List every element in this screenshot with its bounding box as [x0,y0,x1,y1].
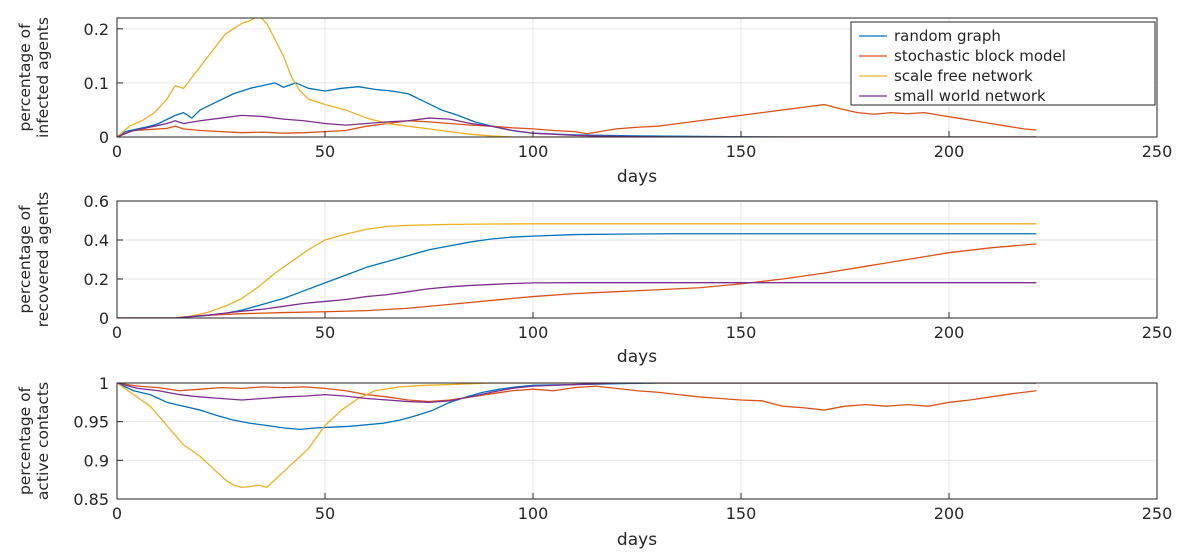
y-axis-label-line: infected agents [34,17,52,138]
x-tick-label: 100 [518,323,549,342]
y-axis-label-line: percentage of [16,205,34,314]
x-axis-label: days [617,347,657,367]
y-axis-label-line: active contacts [34,382,52,500]
legend-entry: scale free network [894,67,1033,85]
y-tick-label: 0.2 [84,270,109,289]
x-axis-label: days [617,530,657,550]
y-tick-label: 0.6 [84,192,109,211]
y-axis-label-line: percentage of [16,23,34,132]
y-tick-label: 1 [99,374,109,393]
x-tick-label: 150 [726,142,757,161]
x-tick-label: 200 [934,323,965,342]
x-tick-label: 250 [1142,142,1173,161]
legend-box [850,21,1156,106]
series-line-small-world-network [117,114,1037,137]
x-tick-label: 250 [1142,504,1173,523]
axes-box [116,200,1158,319]
series-line-stochastic-block-model [117,243,1037,318]
y-tick-label: 0.95 [73,413,109,432]
x-tick-label: 200 [934,504,965,523]
x-tick-label: 100 [518,504,549,523]
subplot-2: 0 50 100 150 200 250 0 0.2 0.4 0.6 days percentage … [16,192,1172,367]
y-tick-label: 0 [99,128,109,147]
legend: random graph stochastic block model scale … [850,21,1156,106]
x-tick-label: 50 [315,323,335,342]
y-axis-label-line: recovered agents [34,192,52,327]
series-line-small-world-network [117,383,1037,403]
y-tick-label: 0 [99,309,109,328]
x-tick-label: 150 [726,323,757,342]
x-tick-label: 0 [112,504,122,523]
legend-entry: stochastic block model [894,47,1066,65]
legend-entry: small world network [894,87,1046,105]
x-axis-label: days [617,167,657,187]
x-tick-label: 150 [726,504,757,523]
series-line-random-graph [117,383,1037,431]
y-tick-label: 0.9 [84,451,109,470]
axes-box [116,17,1158,138]
series-line-scale-free-network [117,223,1037,318]
x-tick-label: 250 [1142,323,1173,342]
series-line-scale-free-network [117,18,1037,137]
subplot-1: 0 50 100 150 200 250 0 0.1 0.2 days percentage of i… [16,17,1173,187]
x-tick-label: 50 [315,504,335,523]
y-tick-label: 0.4 [84,231,109,250]
y-axis-label-line: percentage of [16,386,34,495]
x-tick-label: 0 [112,323,122,342]
plot-area [117,201,1157,318]
x-tick-label: 0 [112,142,122,161]
subplot-3: 0 50 100 150 200 250 0.85 0.9 0.95 1 days percentag… [16,374,1172,550]
series-line-stochastic-block-model [117,103,1037,137]
y-tick-label: 0.85 [73,490,109,509]
y-tick-label: 0.1 [84,74,109,93]
axes-box [116,382,1158,500]
series-line-small-world-network [117,282,1037,318]
x-tick-label: 50 [315,142,335,161]
series-line-scale-free-network [117,383,1037,489]
legend-entry: random graph [894,27,1001,45]
y-tick-label: 0.2 [84,20,109,39]
plot-area [117,383,1157,499]
x-tick-label: 200 [934,142,965,161]
series-line-stochastic-block-model [117,383,1037,411]
x-tick-label: 100 [518,142,549,161]
